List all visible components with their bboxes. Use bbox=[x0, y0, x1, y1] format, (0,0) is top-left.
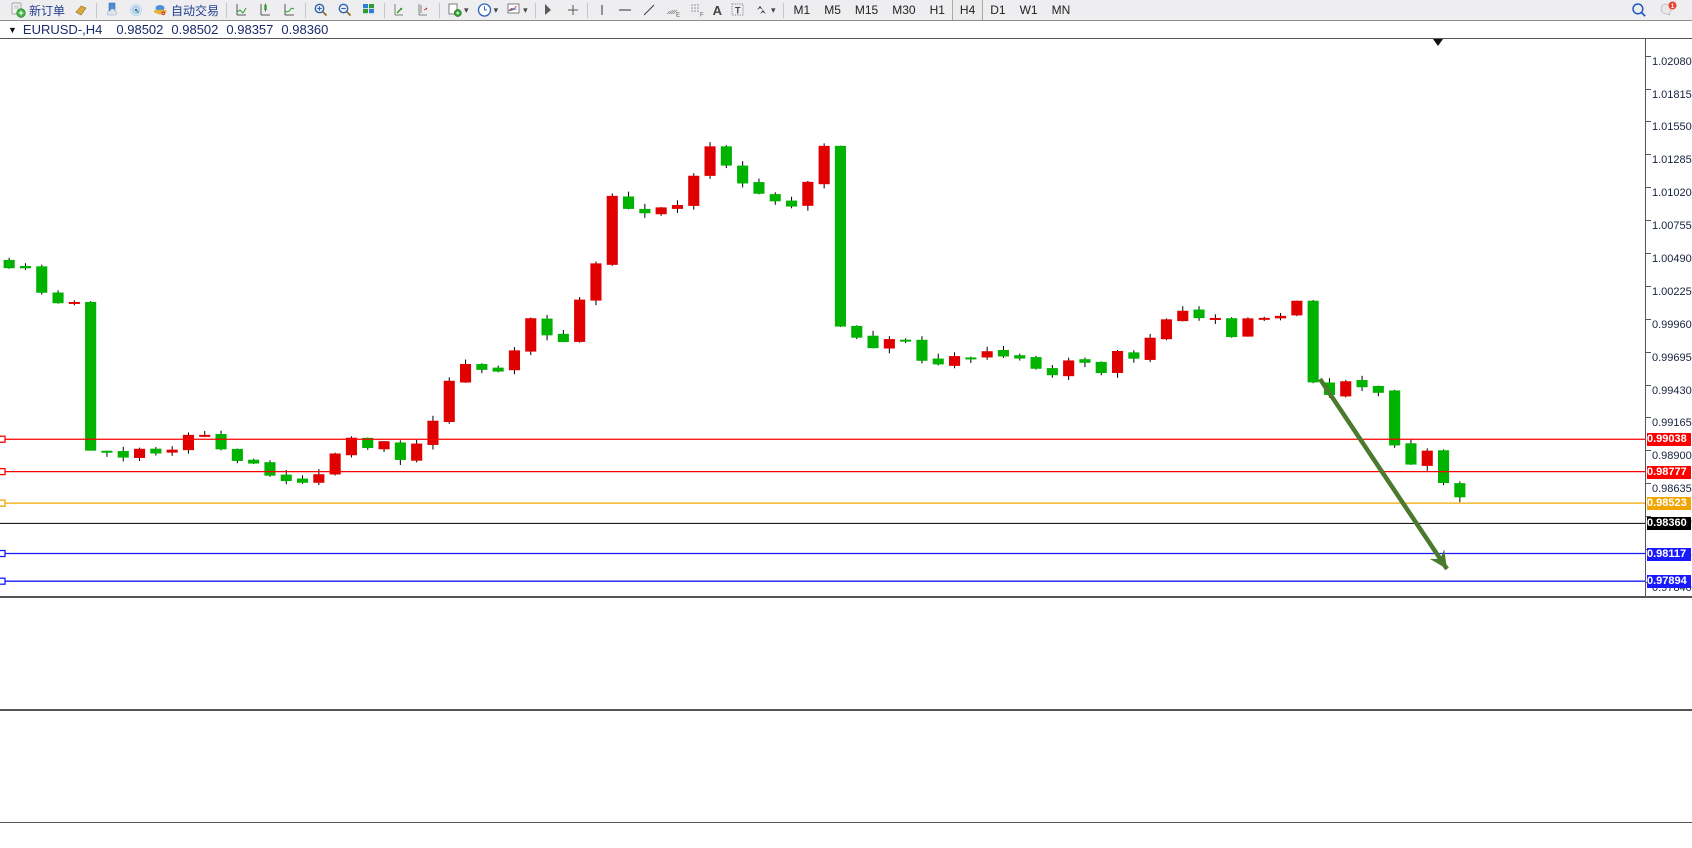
svg-text:1: 1 bbox=[1671, 3, 1675, 10]
svg-text:T: T bbox=[735, 6, 741, 16]
svg-text:E: E bbox=[676, 13, 680, 19]
svg-text:F: F bbox=[700, 13, 704, 19]
